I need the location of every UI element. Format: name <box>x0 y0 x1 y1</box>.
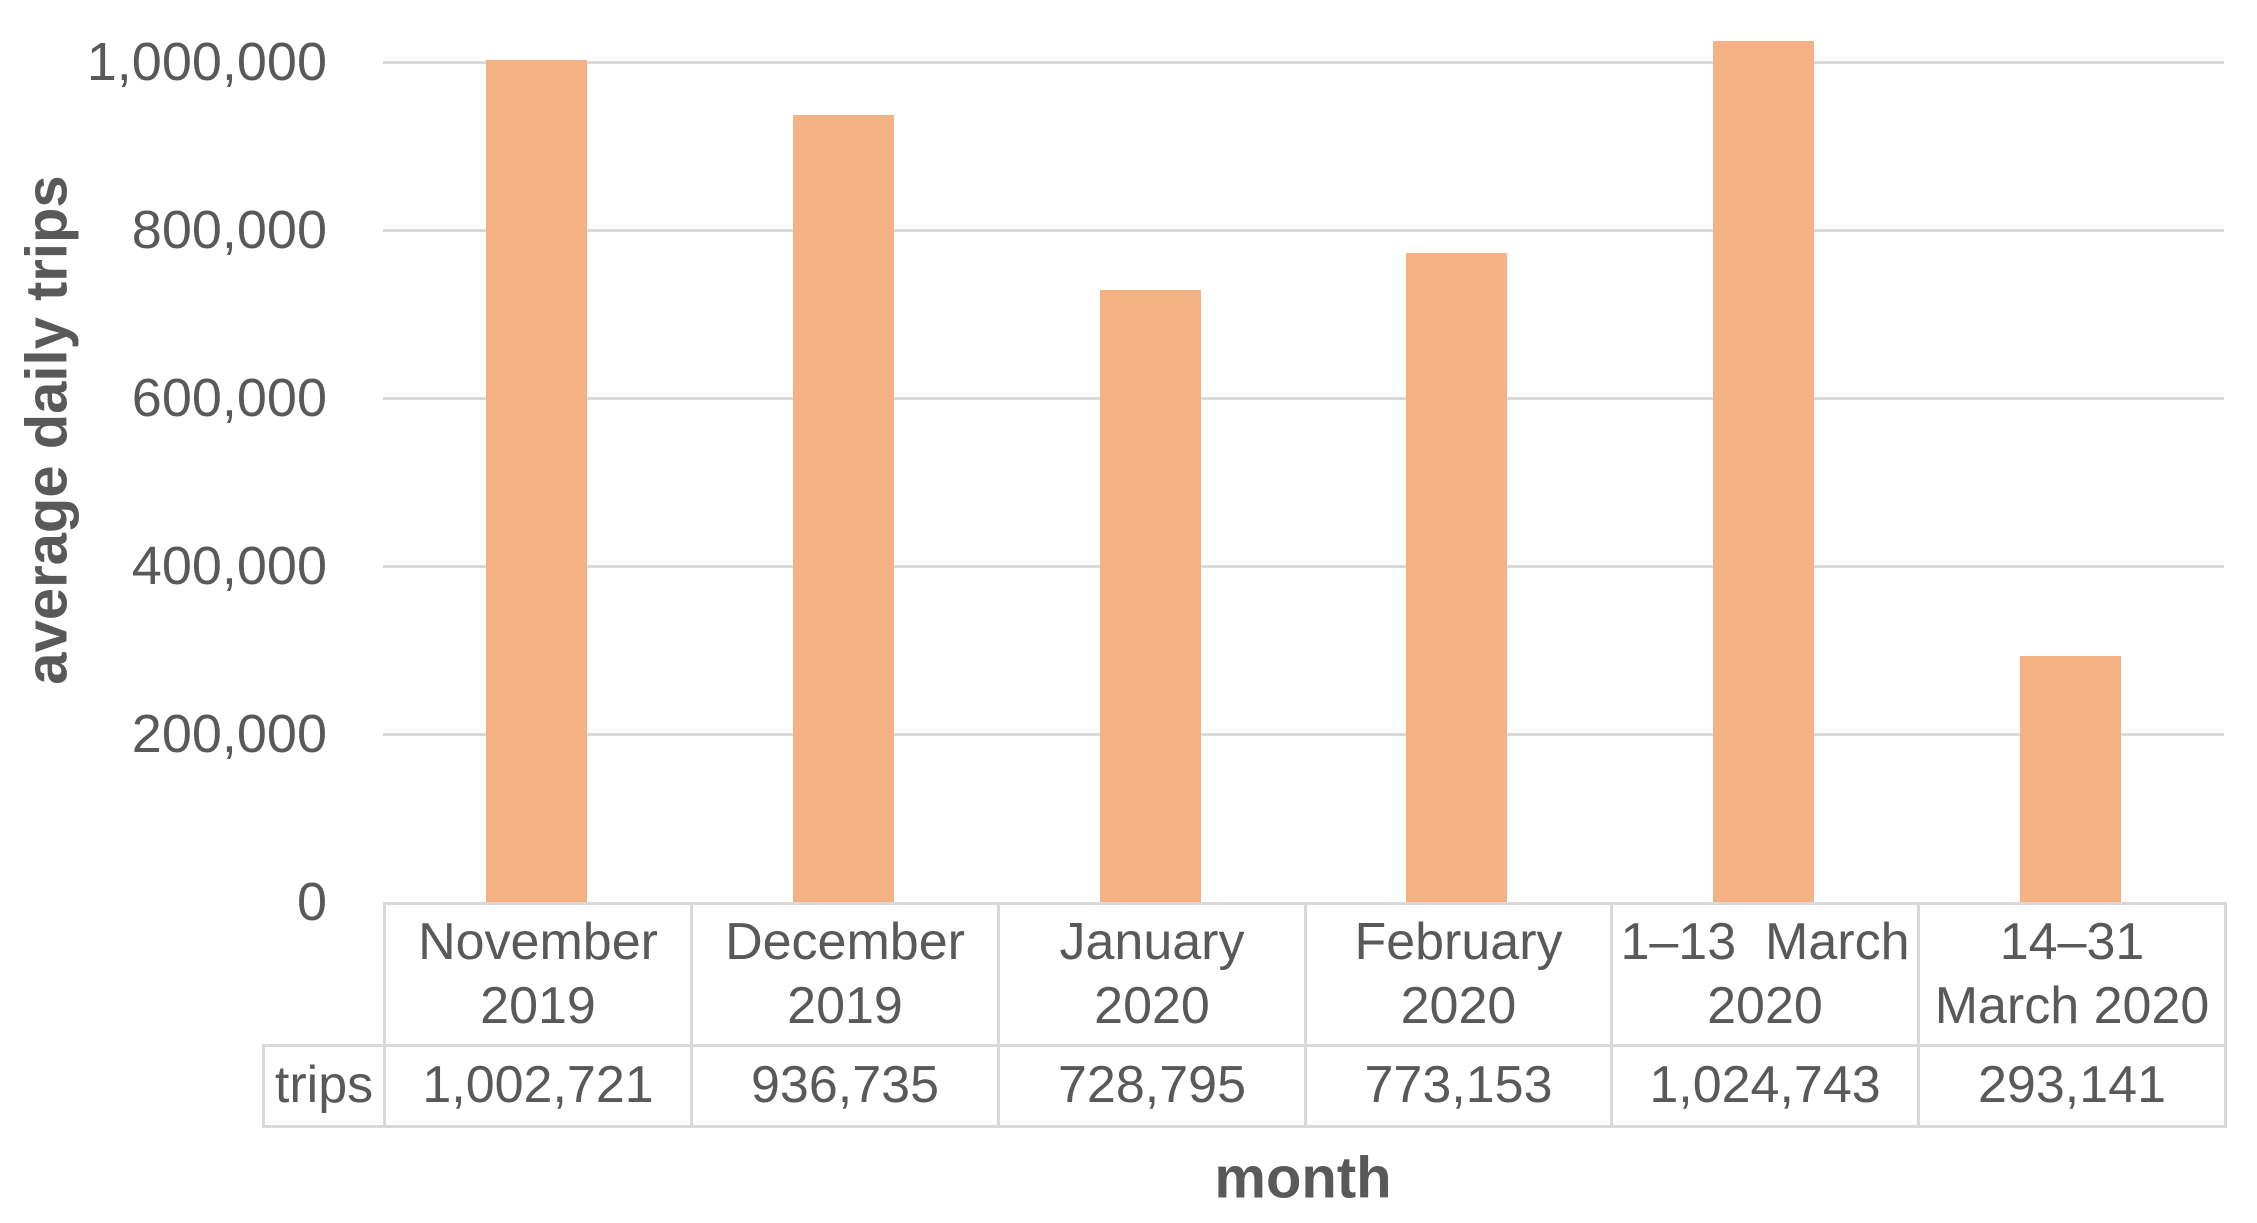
bar-1-13-march-2020 <box>1713 41 1815 902</box>
y-tick-label: 600,000 <box>131 368 327 428</box>
table-header-cell: February 2020 <box>1304 902 1613 1047</box>
bar-february-2020 <box>1406 252 1508 902</box>
table-header-cell: 1–13 March 2020 <box>1610 902 1920 1047</box>
table-header-text: December 2019 <box>725 913 965 1035</box>
table-value-text: 1,024,743 <box>1649 1056 1881 1115</box>
y-tick-label: 400,000 <box>131 536 327 596</box>
table-header-text: 14–31 March 2020 <box>1934 913 2210 1035</box>
y-tick-label: 800,000 <box>131 200 327 260</box>
table-value-text: 293,141 <box>1978 1056 2166 1115</box>
bar-january-2020 <box>1099 289 1201 902</box>
bar-november-2019 <box>485 59 587 902</box>
gridline <box>383 564 2224 568</box>
table-row-label: trips <box>262 1044 386 1128</box>
table-value-cell: 728,795 <box>997 1044 1307 1128</box>
table-header-cell: December 2019 <box>690 902 1000 1047</box>
gridline <box>383 60 2224 64</box>
table-value-text: 773,153 <box>1364 1056 1553 1115</box>
table-header-cell: 14–31 March 2020 <box>1917 902 2227 1047</box>
bar-december-2019 <box>792 115 894 902</box>
table-header-cell: November 2019 <box>383 902 693 1047</box>
table-value-text: 1,002,721 <box>422 1056 654 1115</box>
y-tick-label: 0 <box>296 872 327 932</box>
table-header-text: 1–13 March 2020 <box>1620 913 1910 1035</box>
gridline <box>383 396 2224 400</box>
table-header-text: February 2020 <box>1354 913 1563 1035</box>
table-value-cell: 936,735 <box>690 1044 1000 1128</box>
table-value-text: 728,795 <box>1058 1056 1246 1115</box>
table-value-cell: 1,024,743 <box>1610 1044 1920 1128</box>
table-header-text: November 2019 <box>418 913 658 1035</box>
table-value-cell: 1,002,721 <box>383 1044 693 1128</box>
gridline <box>383 228 2224 232</box>
table-header-cell: January 2020 <box>997 902 1307 1047</box>
table-value-text: 936,735 <box>751 1056 939 1115</box>
table-row-label-text: trips <box>274 1056 374 1115</box>
x-axis-title: month <box>1214 1145 1392 1211</box>
y-tick-label: 1,000,000 <box>86 32 327 92</box>
bar-14-31-march-2020 <box>2020 655 2122 902</box>
y-tick-label: 200,000 <box>131 704 327 764</box>
table-value-cell: 293,141 <box>1917 1044 2227 1128</box>
table-value-cell: 773,153 <box>1304 1044 1613 1128</box>
gridline <box>383 732 2224 736</box>
table-header-text: January 2020 <box>1059 913 1245 1035</box>
